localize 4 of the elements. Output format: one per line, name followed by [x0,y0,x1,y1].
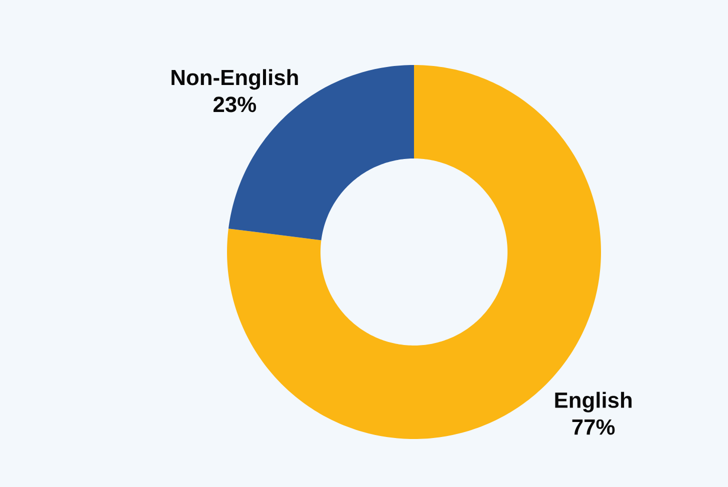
data-label: 77% [572,419,615,435]
slice-label: English [555,392,632,412]
slice-label: Non-English [172,69,298,90]
data-label: 23% [214,96,256,112]
